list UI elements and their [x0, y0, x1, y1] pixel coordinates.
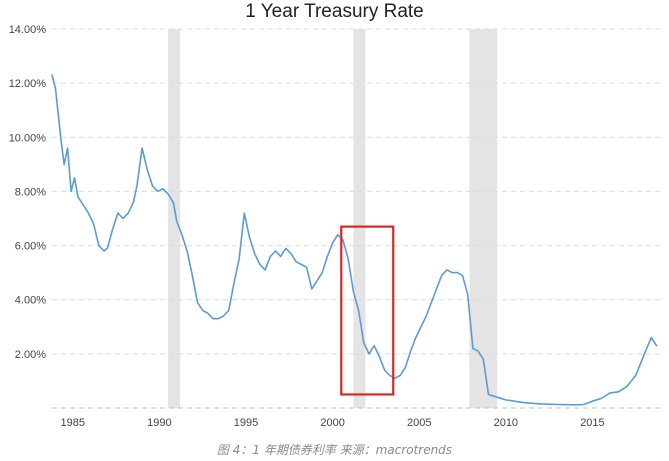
recession-band-3 — [469, 29, 498, 408]
x-tick-label: 2015 — [580, 417, 604, 429]
x-tick-label: 1985 — [61, 417, 85, 429]
x-tick-label: 2000 — [320, 417, 344, 429]
highlight-box — [340, 225, 395, 396]
grid-lines — [52, 28, 660, 355]
y-axis-tick-labels: 2.00% 4.00% 6.00% 8.00% 10.00% 12.00% 14.00% — [9, 24, 47, 361]
series-line-1 — [51, 74, 658, 406]
x-tick-label: 1995 — [234, 417, 258, 429]
recession-band-2 — [353, 29, 366, 408]
x-tick-label: 2010 — [494, 417, 518, 429]
series-lines — [51, 74, 658, 406]
y-tick-label: 10.00% — [9, 132, 47, 144]
recession-band-1 — [168, 29, 181, 408]
chart-title: 1 Year Treasury Rate — [245, 1, 424, 22]
x-tick-label: 1990 — [147, 417, 171, 429]
y-tick-label: 14.00% — [9, 24, 47, 36]
y-tick-label: 4.00% — [15, 295, 46, 307]
figure-caption: 图 4：1 年期债券利率 来源：macrotrends — [216, 443, 453, 457]
y-tick-label: 12.00% — [9, 78, 47, 90]
x-tick-label: 2005 — [407, 417, 431, 429]
x-axis-tick-labels: 1985 1990 1995 2000 2005 2010 2015 — [61, 417, 605, 429]
y-tick-label: 2.00% — [15, 349, 46, 361]
highlight-annotation — [340, 225, 395, 396]
y-tick-label: 8.00% — [15, 186, 46, 198]
recession-bands — [168, 29, 498, 408]
y-tick-label: 6.00% — [15, 241, 46, 253]
